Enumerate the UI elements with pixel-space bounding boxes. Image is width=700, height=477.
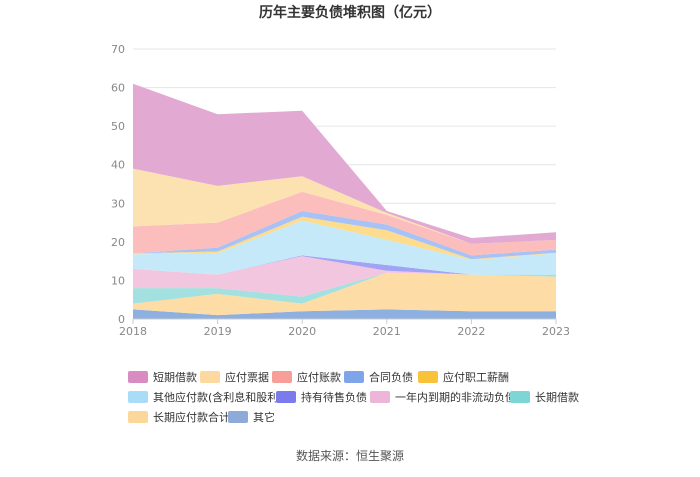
area-series-7: 合同负债 bbox=[133, 211, 556, 260]
legend-swatch bbox=[344, 371, 364, 383]
legend-item[interactable]: 其他应付款(含利息和股利) bbox=[128, 390, 283, 404]
legend-label: 其它 bbox=[253, 410, 275, 424]
legend-swatch bbox=[128, 371, 148, 383]
x-tick-label: 2023 bbox=[542, 325, 570, 338]
legend-label: 长期应付款合计 bbox=[153, 410, 230, 424]
legend-swatch bbox=[128, 391, 148, 403]
legend-label: 其他应付款(含利息和股利) bbox=[153, 390, 283, 404]
legend-label: 短期借款 bbox=[153, 370, 197, 384]
chart-title: 历年主要负债堆积图（亿元） bbox=[259, 4, 441, 21]
legend-label: 长期借款 bbox=[535, 390, 579, 404]
legend-label: 应付账款 bbox=[297, 370, 341, 384]
legend-item[interactable]: 其它 bbox=[228, 410, 275, 424]
legend-label: 持有待售负债 bbox=[301, 390, 367, 404]
source-note: 数据来源：恒生聚源 bbox=[296, 448, 404, 463]
area-layer: 其它长期应付款合计长期借款一年内到期的非流动负债持有待售负债其他应付款(含利息和… bbox=[133, 83, 556, 319]
legend-label: 合同负债 bbox=[369, 370, 413, 384]
y-tick-label: 50 bbox=[111, 120, 125, 133]
x-tick-label: 2022 bbox=[457, 325, 485, 338]
y-tick-label: 30 bbox=[111, 197, 125, 210]
legend-item[interactable]: 一年内到期的非流动负债 bbox=[370, 390, 516, 404]
legend-swatch bbox=[128, 411, 148, 423]
area-series-8: 应付账款 bbox=[133, 191, 556, 256]
area-series-2: 长期借款 bbox=[133, 272, 556, 304]
legend-item[interactable]: 合同负债 bbox=[344, 370, 413, 384]
x-tick-label: 2019 bbox=[204, 325, 232, 338]
x-tick-label: 2020 bbox=[288, 325, 316, 338]
legend-swatch bbox=[418, 371, 438, 383]
y-tick-label: 70 bbox=[111, 43, 125, 56]
legend-label: 应付票据 bbox=[225, 370, 269, 384]
axis-layer: 2018 2019 2020 2021 2022 2023 bbox=[119, 318, 570, 338]
legend-label: 一年内到期的非流动负债 bbox=[395, 390, 516, 404]
y-tick-label: 10 bbox=[111, 274, 125, 287]
legend-item[interactable]: 应付账款 bbox=[272, 370, 341, 384]
area-series-3: 一年内到期的非流动负债 bbox=[133, 256, 556, 297]
area-series-9: 应付票据 bbox=[133, 168, 556, 244]
legend-swatch bbox=[510, 391, 530, 403]
y-tick-label: 60 bbox=[111, 82, 125, 95]
y-tick-label: 40 bbox=[111, 159, 125, 172]
area-series-1: 长期应付款合计 bbox=[133, 272, 556, 316]
legend-item[interactable]: 长期应付款合计 bbox=[128, 410, 230, 424]
legend-item[interactable]: 应付票据 bbox=[200, 370, 269, 384]
area-series-5: 其他应付款(含利息和股利) bbox=[133, 220, 556, 275]
y-tick-label: 20 bbox=[111, 236, 125, 249]
legend-item[interactable]: 应付职工薪酬 bbox=[418, 370, 509, 384]
y-tick-label: 0 bbox=[118, 313, 125, 326]
legend-swatch bbox=[276, 391, 296, 403]
x-tick-label: 2018 bbox=[119, 325, 147, 338]
area-series-6: 应付职工薪酬 bbox=[133, 216, 556, 260]
area-series-10: 短期借款 bbox=[133, 83, 556, 244]
legend-swatch bbox=[200, 371, 220, 383]
legend-item[interactable]: 短期借款 bbox=[128, 370, 197, 384]
legend-item[interactable]: 持有待售负债 bbox=[276, 390, 367, 404]
legend-swatch bbox=[370, 391, 390, 403]
x-tick-label: 2021 bbox=[373, 325, 401, 338]
legend-swatch bbox=[228, 411, 248, 423]
legend-label: 应付职工薪酬 bbox=[443, 370, 509, 384]
area-series-0: 其它 bbox=[133, 309, 556, 319]
legend-item[interactable]: 长期借款 bbox=[510, 390, 579, 404]
legend-swatch bbox=[272, 371, 292, 383]
